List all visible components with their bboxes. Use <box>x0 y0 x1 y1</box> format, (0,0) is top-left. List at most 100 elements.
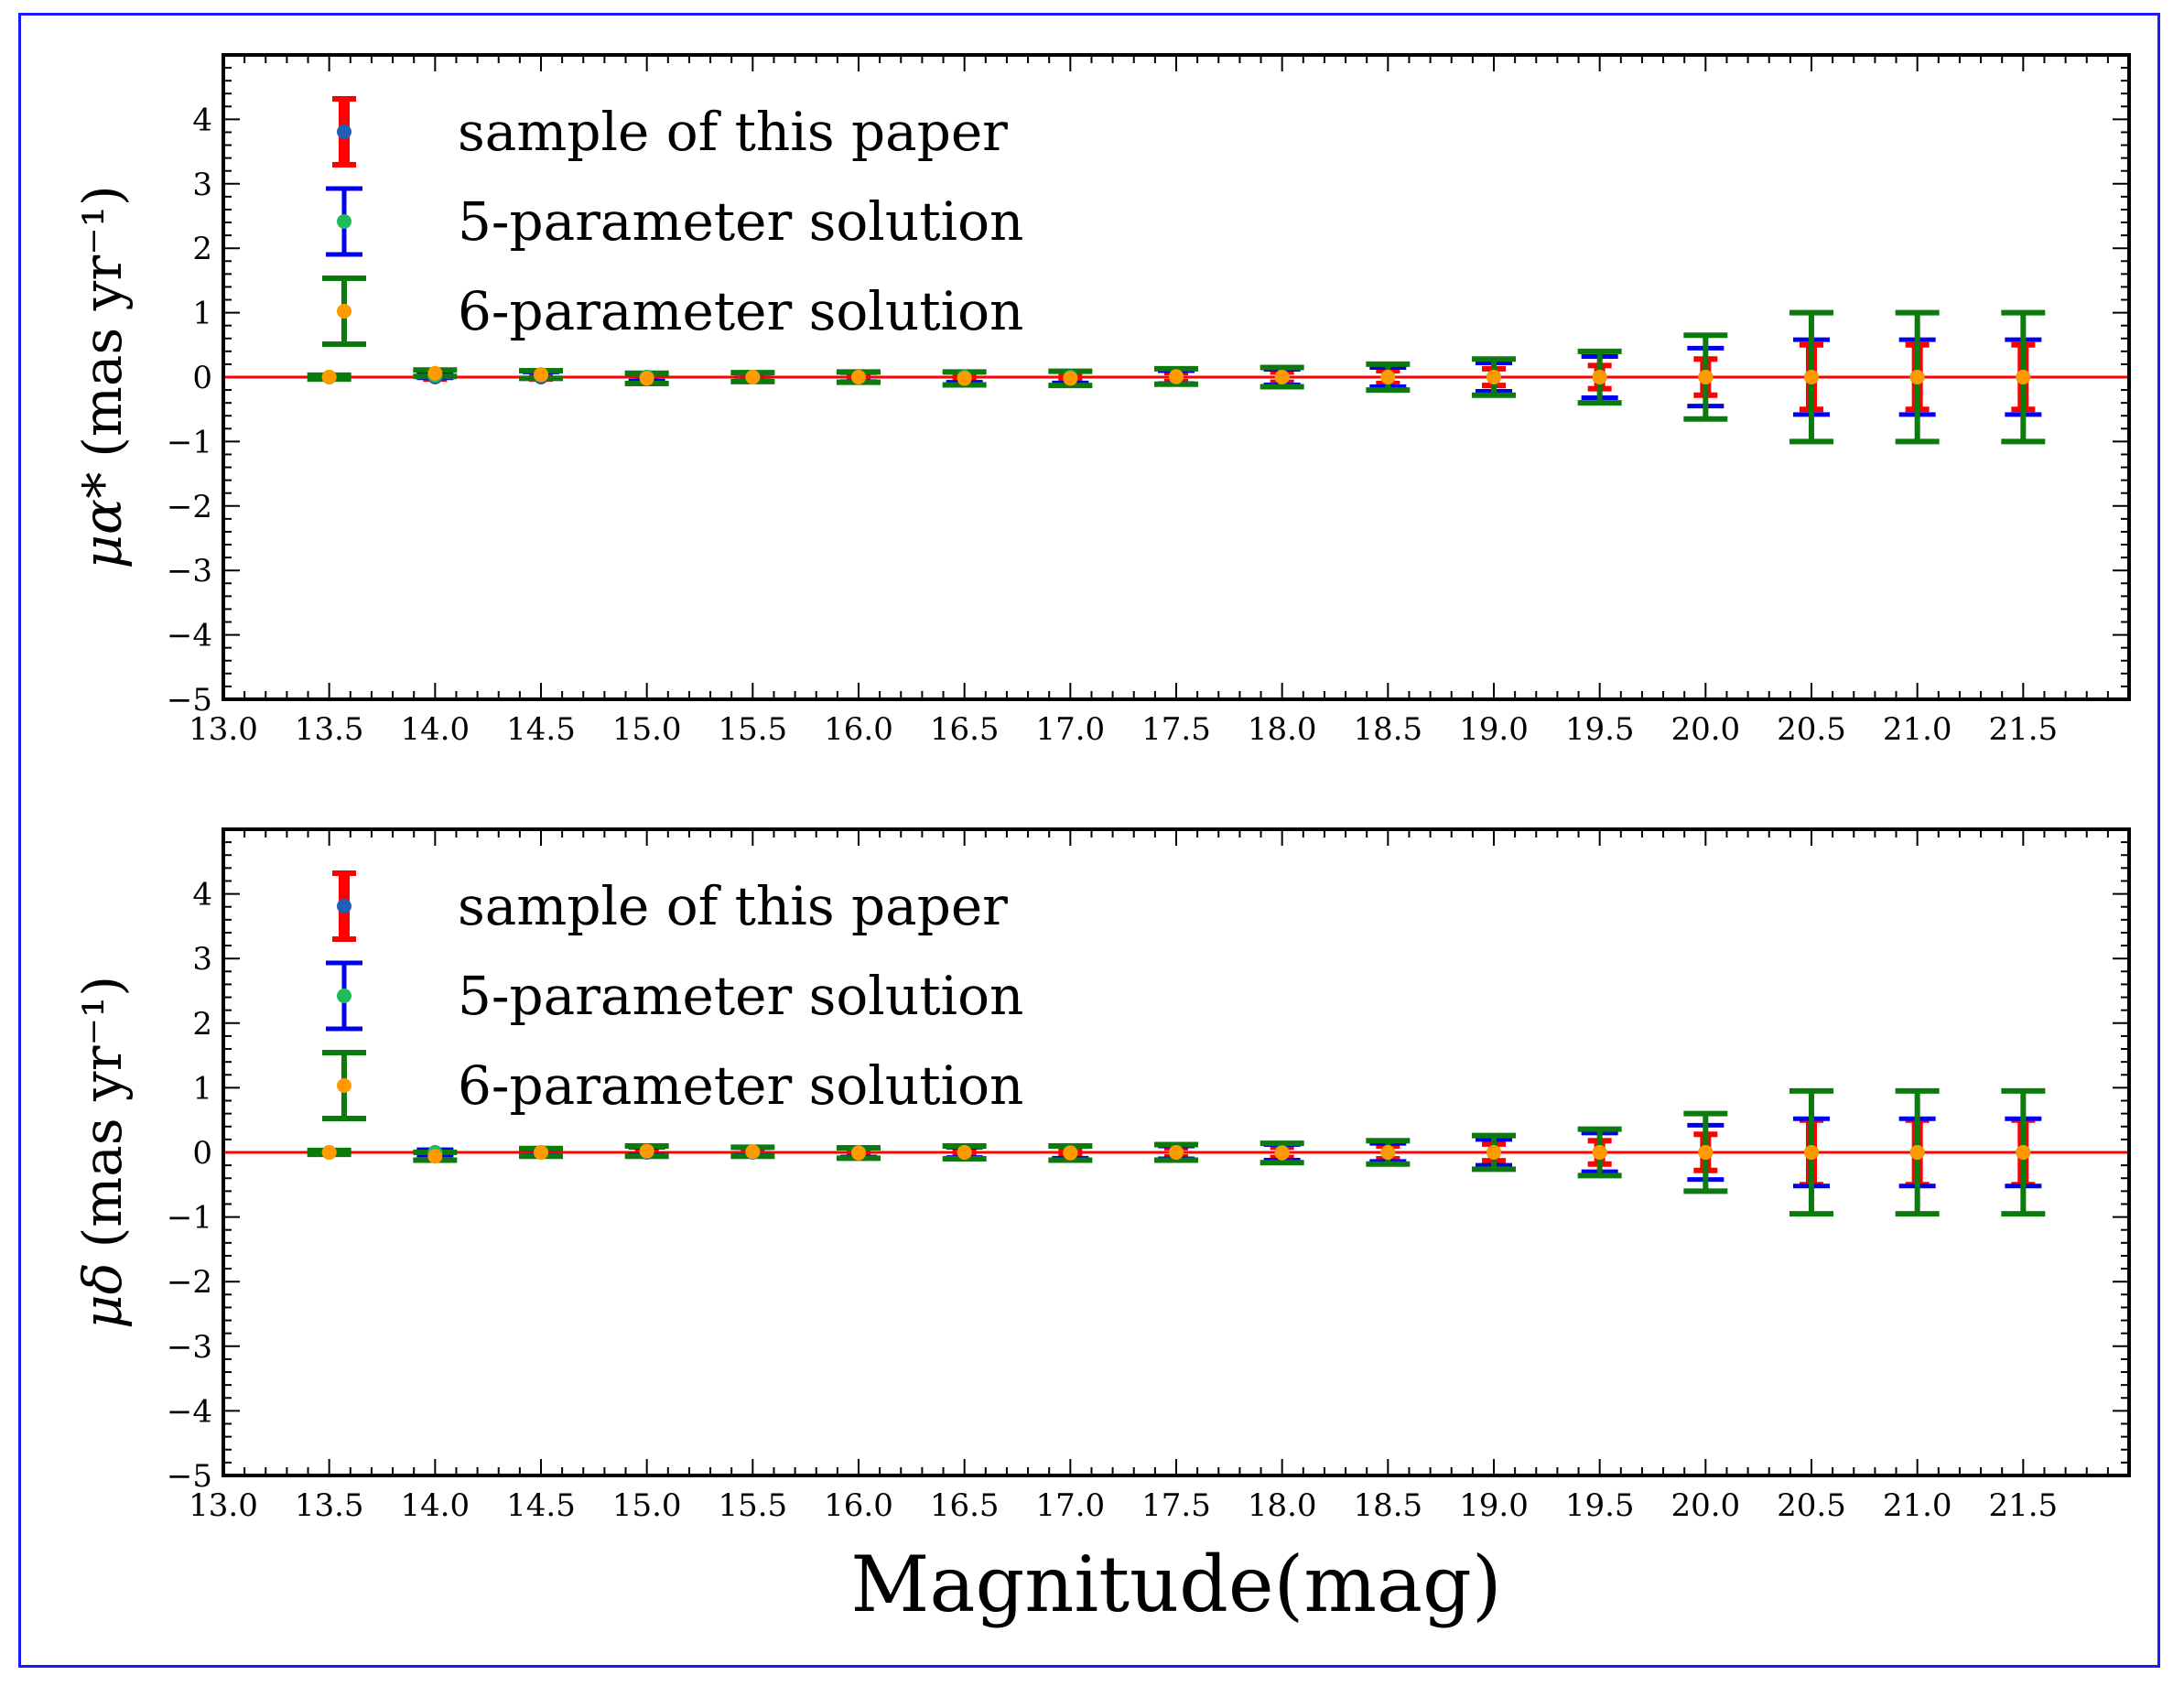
data-point <box>851 370 866 384</box>
data-point <box>1592 1145 1607 1160</box>
y-tick-label: 2 <box>192 1006 212 1043</box>
data-point <box>2016 1145 2031 1160</box>
y-tick-label: 3 <box>192 941 212 978</box>
data-point <box>851 1145 866 1161</box>
legend-label: sample of this paper <box>458 101 1008 163</box>
data-point <box>639 1143 654 1159</box>
data-point <box>1804 1145 1819 1160</box>
legend-point <box>337 214 351 229</box>
x-tick-label: 17.5 <box>1141 711 1211 748</box>
data-point <box>957 371 972 386</box>
data-point <box>957 1145 972 1160</box>
x-tick-label: 13.0 <box>189 711 258 748</box>
x-tick-label: 18.0 <box>1248 1487 1317 1524</box>
y-tick-label: −4 <box>167 1393 212 1430</box>
y-tick-label: −2 <box>167 1264 212 1301</box>
x-tick-label: 19.0 <box>1459 1487 1529 1524</box>
y-tick-label: −1 <box>167 1200 212 1237</box>
y-tick-label: 0 <box>192 1135 212 1172</box>
data-point <box>321 370 337 384</box>
panel-bottom: 13.0 13.5 14.0 14.5 15.0 15.5 16.0 16.5 17.0 17.5… <box>71 827 2131 1629</box>
y-tick-label: 1 <box>192 1070 212 1107</box>
data-point <box>2016 370 2031 384</box>
x-tick-label: 14.5 <box>506 1487 576 1524</box>
y-axis-label: μδ (mas yr⁻¹) <box>71 976 134 1329</box>
x-tick-label: 21.0 <box>1883 711 1952 748</box>
y-tick-label: 3 <box>192 167 212 203</box>
legend-point <box>337 899 351 913</box>
x-tick-label: 15.0 <box>612 711 682 748</box>
data-point <box>1169 369 1184 384</box>
y-tick-label: 2 <box>192 231 212 267</box>
x-tick-label: 18.5 <box>1353 1487 1422 1524</box>
y-axis-label: μα* (mas yr⁻¹) <box>71 185 134 568</box>
x-tick-label: 17.0 <box>1035 711 1105 748</box>
x-tick-label: 16.0 <box>824 1487 893 1524</box>
legend-label: 5-parameter solution <box>458 965 1023 1027</box>
y-tick-label: 4 <box>192 102 212 138</box>
y-tick-label: 1 <box>192 296 212 332</box>
legend-label: 6-parameter solution <box>458 1054 1023 1117</box>
x-tick-label: 17.5 <box>1141 1487 1211 1524</box>
data-point <box>1698 1145 1714 1160</box>
legend-label: 5-parameter solution <box>458 190 1023 253</box>
data-point <box>1380 370 1396 384</box>
y-axis-symbol: μα* <box>71 472 134 569</box>
data-point <box>427 1149 443 1164</box>
data-point <box>1274 1145 1290 1161</box>
x-tick-label: 19.5 <box>1565 711 1635 748</box>
data-point <box>1063 371 1078 386</box>
y-tick-label: −3 <box>167 1329 212 1366</box>
legend-point <box>337 304 351 319</box>
x-tick-label: 13.5 <box>295 1487 364 1524</box>
panel-top: 13.0 13.5 14.0 14.5 15.0 15.5 16.0 16.5 17.0 17.5… <box>71 53 2131 748</box>
y-tick-label: −3 <box>167 553 212 589</box>
x-tick-label: 20.0 <box>1670 711 1740 748</box>
x-tick-label: 20.0 <box>1670 1487 1740 1524</box>
y-axis-symbol: μδ <box>71 1262 134 1329</box>
x-tick-label: 15.5 <box>718 711 787 748</box>
data-point <box>534 1145 548 1160</box>
data-point <box>1487 370 1501 384</box>
y-tick-label: −4 <box>167 618 212 654</box>
data-point <box>321 1145 337 1160</box>
data-point <box>1380 1145 1396 1160</box>
y-tick-label: −1 <box>167 424 212 460</box>
data-point <box>1804 370 1819 384</box>
x-axis-label: Magnitude(mag) <box>850 1540 1501 1629</box>
x-tick-label: 13.5 <box>295 711 364 748</box>
y-axis-unit: (mas yr⁻¹) <box>71 185 134 457</box>
figure-frame <box>18 13 2160 1668</box>
x-tick-label: 17.0 <box>1035 1487 1105 1524</box>
legend-point <box>337 1078 351 1093</box>
x-tick-label: 18.0 <box>1248 711 1317 748</box>
x-tick-label: 20.5 <box>1777 1487 1846 1524</box>
data-point <box>1592 370 1607 384</box>
legend-label: 6-parameter solution <box>458 280 1023 342</box>
data-point <box>1063 1145 1078 1161</box>
plot-area-border <box>222 53 2131 701</box>
x-tick-label: 16.5 <box>930 1487 1000 1524</box>
data-point <box>639 371 654 386</box>
x-tick-label: 19.0 <box>1459 711 1529 748</box>
x-tick-label: 16.0 <box>824 711 893 748</box>
data-point <box>427 365 443 381</box>
data-point <box>1909 1145 1925 1160</box>
data-point <box>1698 370 1714 384</box>
y-tick-label: −2 <box>167 489 212 525</box>
x-tick-label: 19.5 <box>1565 1487 1635 1524</box>
y-tick-label: 4 <box>192 877 212 913</box>
legend: sample of this paper 5-parameter solution… <box>322 96 1023 347</box>
data-point <box>1487 1145 1501 1160</box>
x-tick-label: 15.5 <box>718 1487 787 1524</box>
data-point <box>1169 1145 1184 1160</box>
x-tick-label: 14.5 <box>506 711 576 748</box>
data-point <box>745 1144 761 1160</box>
series-points-3 <box>321 1143 2031 1164</box>
x-tick-label: 16.5 <box>930 711 1000 748</box>
legend-label: sample of this paper <box>458 875 1008 937</box>
data-point <box>1274 370 1290 384</box>
x-tick-label: 14.0 <box>400 1487 470 1524</box>
x-tick-label: 13.0 <box>189 1487 258 1524</box>
